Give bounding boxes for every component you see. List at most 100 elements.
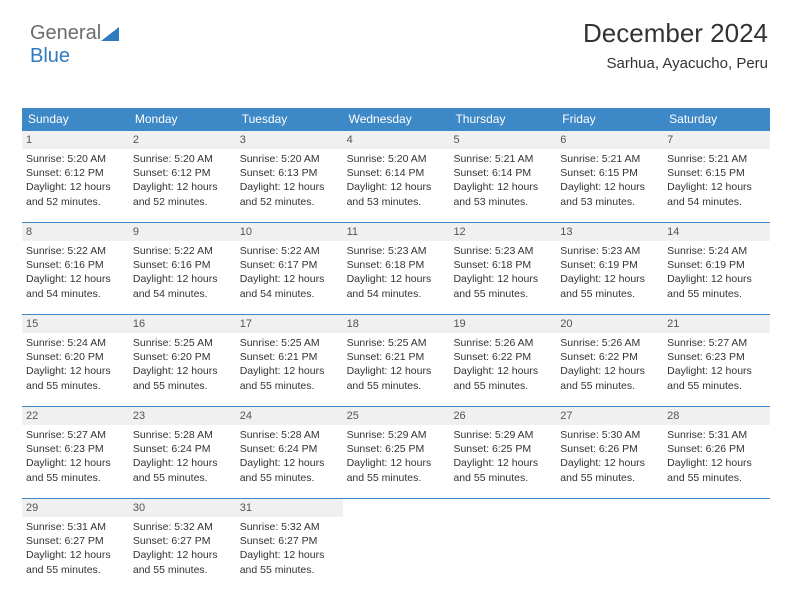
date-number: 3: [236, 131, 343, 149]
date-number: 28: [663, 407, 770, 425]
calendar-cell: 26Sunrise: 5:29 AMSunset: 6:25 PMDayligh…: [449, 406, 556, 498]
cell-body: Sunrise: 5:24 AMSunset: 6:20 PMDaylight:…: [22, 333, 129, 393]
calendar-cell: 15Sunrise: 5:24 AMSunset: 6:20 PMDayligh…: [22, 314, 129, 406]
calendar-cell: 29Sunrise: 5:31 AMSunset: 6:27 PMDayligh…: [22, 498, 129, 590]
logo: General Blue: [30, 22, 119, 68]
cell-body: Sunrise: 5:25 AMSunset: 6:20 PMDaylight:…: [129, 333, 236, 393]
cell-body: Sunrise: 5:32 AMSunset: 6:27 PMDaylight:…: [129, 517, 236, 577]
date-number: 15: [22, 315, 129, 333]
calendar-cell: 30Sunrise: 5:32 AMSunset: 6:27 PMDayligh…: [129, 498, 236, 590]
week-row: 29Sunrise: 5:31 AMSunset: 6:27 PMDayligh…: [22, 498, 770, 590]
date-number: 10: [236, 223, 343, 241]
calendar-cell: 21Sunrise: 5:27 AMSunset: 6:23 PMDayligh…: [663, 314, 770, 406]
calendar-cell: 31Sunrise: 5:32 AMSunset: 6:27 PMDayligh…: [236, 498, 343, 590]
day-header-wednesday: Wednesday: [343, 108, 450, 130]
date-number: 31: [236, 499, 343, 517]
calendar-cell: 22Sunrise: 5:27 AMSunset: 6:23 PMDayligh…: [22, 406, 129, 498]
calendar-body: 1Sunrise: 5:20 AMSunset: 6:12 PMDaylight…: [22, 130, 770, 590]
location: Sarhua, Ayacucho, Peru: [583, 55, 768, 72]
calendar-cell: 4Sunrise: 5:20 AMSunset: 6:14 PMDaylight…: [343, 130, 450, 222]
date-number: 7: [663, 131, 770, 149]
calendar-cell: [663, 498, 770, 590]
logo-text2: Blue: [30, 45, 70, 67]
calendar-cell: 27Sunrise: 5:30 AMSunset: 6:26 PMDayligh…: [556, 406, 663, 498]
cell-body: Sunrise: 5:30 AMSunset: 6:26 PMDaylight:…: [556, 425, 663, 485]
calendar-cell: 16Sunrise: 5:25 AMSunset: 6:20 PMDayligh…: [129, 314, 236, 406]
date-number: 16: [129, 315, 236, 333]
calendar: SundayMondayTuesdayWednesdayThursdayFrid…: [22, 108, 770, 590]
date-number: 1: [22, 131, 129, 149]
calendar-header-row: SundayMondayTuesdayWednesdayThursdayFrid…: [22, 108, 770, 130]
cell-body: Sunrise: 5:27 AMSunset: 6:23 PMDaylight:…: [663, 333, 770, 393]
calendar-cell: 2Sunrise: 5:20 AMSunset: 6:12 PMDaylight…: [129, 130, 236, 222]
logo-triangle-icon: [101, 27, 119, 41]
day-header-monday: Monday: [129, 108, 236, 130]
week-row: 22Sunrise: 5:27 AMSunset: 6:23 PMDayligh…: [22, 406, 770, 498]
date-number: 11: [343, 223, 450, 241]
cell-body: Sunrise: 5:20 AMSunset: 6:14 PMDaylight:…: [343, 149, 450, 209]
calendar-cell: 10Sunrise: 5:22 AMSunset: 6:17 PMDayligh…: [236, 222, 343, 314]
header: December 2024 Sarhua, Ayacucho, Peru: [583, 18, 768, 72]
date-number: 23: [129, 407, 236, 425]
cell-body: Sunrise: 5:32 AMSunset: 6:27 PMDaylight:…: [236, 517, 343, 577]
date-number: 9: [129, 223, 236, 241]
calendar-cell: [343, 498, 450, 590]
cell-body: Sunrise: 5:27 AMSunset: 6:23 PMDaylight:…: [22, 425, 129, 485]
cell-body: Sunrise: 5:20 AMSunset: 6:13 PMDaylight:…: [236, 149, 343, 209]
calendar-cell: 18Sunrise: 5:25 AMSunset: 6:21 PMDayligh…: [343, 314, 450, 406]
date-number: 6: [556, 131, 663, 149]
cell-body: Sunrise: 5:23 AMSunset: 6:18 PMDaylight:…: [343, 241, 450, 301]
cell-body: Sunrise: 5:23 AMSunset: 6:19 PMDaylight:…: [556, 241, 663, 301]
calendar-cell: 14Sunrise: 5:24 AMSunset: 6:19 PMDayligh…: [663, 222, 770, 314]
cell-body: Sunrise: 5:25 AMSunset: 6:21 PMDaylight:…: [236, 333, 343, 393]
calendar-cell: 8Sunrise: 5:22 AMSunset: 6:16 PMDaylight…: [22, 222, 129, 314]
cell-body: Sunrise: 5:21 AMSunset: 6:15 PMDaylight:…: [663, 149, 770, 209]
date-number: 25: [343, 407, 450, 425]
date-number: 14: [663, 223, 770, 241]
week-row: 1Sunrise: 5:20 AMSunset: 6:12 PMDaylight…: [22, 130, 770, 222]
date-number: 20: [556, 315, 663, 333]
cell-body: Sunrise: 5:26 AMSunset: 6:22 PMDaylight:…: [449, 333, 556, 393]
date-number: 21: [663, 315, 770, 333]
calendar-cell: 6Sunrise: 5:21 AMSunset: 6:15 PMDaylight…: [556, 130, 663, 222]
calendar-cell: [449, 498, 556, 590]
cell-body: Sunrise: 5:25 AMSunset: 6:21 PMDaylight:…: [343, 333, 450, 393]
date-number: 24: [236, 407, 343, 425]
date-number: 29: [22, 499, 129, 517]
cell-body: Sunrise: 5:22 AMSunset: 6:16 PMDaylight:…: [22, 241, 129, 301]
date-number: 12: [449, 223, 556, 241]
week-row: 15Sunrise: 5:24 AMSunset: 6:20 PMDayligh…: [22, 314, 770, 406]
day-header-tuesday: Tuesday: [236, 108, 343, 130]
day-header-friday: Friday: [556, 108, 663, 130]
date-number: 18: [343, 315, 450, 333]
cell-body: Sunrise: 5:21 AMSunset: 6:14 PMDaylight:…: [449, 149, 556, 209]
cell-body: Sunrise: 5:28 AMSunset: 6:24 PMDaylight:…: [236, 425, 343, 485]
calendar-cell: 11Sunrise: 5:23 AMSunset: 6:18 PMDayligh…: [343, 222, 450, 314]
date-number: 30: [129, 499, 236, 517]
calendar-cell: 12Sunrise: 5:23 AMSunset: 6:18 PMDayligh…: [449, 222, 556, 314]
month-year: December 2024: [583, 18, 768, 49]
cell-body: Sunrise: 5:24 AMSunset: 6:19 PMDaylight:…: [663, 241, 770, 301]
logo-text1: General: [30, 22, 101, 44]
calendar-cell: 24Sunrise: 5:28 AMSunset: 6:24 PMDayligh…: [236, 406, 343, 498]
calendar-cell: 1Sunrise: 5:20 AMSunset: 6:12 PMDaylight…: [22, 130, 129, 222]
cell-body: Sunrise: 5:28 AMSunset: 6:24 PMDaylight:…: [129, 425, 236, 485]
cell-body: Sunrise: 5:31 AMSunset: 6:27 PMDaylight:…: [22, 517, 129, 577]
cell-body: Sunrise: 5:20 AMSunset: 6:12 PMDaylight:…: [129, 149, 236, 209]
cell-body: Sunrise: 5:31 AMSunset: 6:26 PMDaylight:…: [663, 425, 770, 485]
week-row: 8Sunrise: 5:22 AMSunset: 6:16 PMDaylight…: [22, 222, 770, 314]
cell-body: Sunrise: 5:22 AMSunset: 6:16 PMDaylight:…: [129, 241, 236, 301]
day-header-thursday: Thursday: [449, 108, 556, 130]
calendar-cell: 23Sunrise: 5:28 AMSunset: 6:24 PMDayligh…: [129, 406, 236, 498]
date-number: 2: [129, 131, 236, 149]
date-number: 19: [449, 315, 556, 333]
date-number: 5: [449, 131, 556, 149]
date-number: 26: [449, 407, 556, 425]
calendar-cell: 19Sunrise: 5:26 AMSunset: 6:22 PMDayligh…: [449, 314, 556, 406]
cell-body: Sunrise: 5:29 AMSunset: 6:25 PMDaylight:…: [343, 425, 450, 485]
cell-body: Sunrise: 5:29 AMSunset: 6:25 PMDaylight:…: [449, 425, 556, 485]
calendar-cell: 13Sunrise: 5:23 AMSunset: 6:19 PMDayligh…: [556, 222, 663, 314]
day-header-saturday: Saturday: [663, 108, 770, 130]
calendar-cell: 7Sunrise: 5:21 AMSunset: 6:15 PMDaylight…: [663, 130, 770, 222]
calendar-cell: [556, 498, 663, 590]
